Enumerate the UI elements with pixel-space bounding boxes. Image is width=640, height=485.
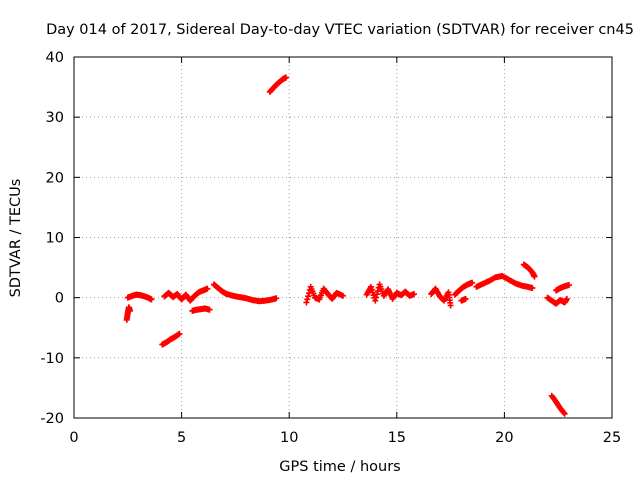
- data-point-marker: [148, 296, 155, 303]
- data-point-marker: [563, 295, 570, 302]
- y-tick-label: -20: [40, 411, 64, 427]
- x-tick-label: 25: [603, 430, 621, 446]
- data-point-marker: [304, 296, 311, 303]
- y-tick-label: 0: [55, 291, 64, 307]
- y-tick-label: -10: [40, 351, 64, 367]
- x-tick-label: 5: [177, 430, 186, 446]
- chart-title: Day 014 of 2017, Sidereal Day-to-day VTE…: [46, 22, 634, 38]
- data-point-marker: [204, 285, 211, 292]
- y-axis-ticks: -20 -10 0 10 20 30 40: [40, 50, 612, 427]
- data-point-marker: [373, 294, 380, 301]
- y-tick-label: 40: [46, 50, 64, 66]
- data-point-marker: [469, 279, 476, 286]
- data-point-marker: [561, 410, 568, 417]
- data-point-marker: [531, 273, 538, 280]
- data-point-marker: [447, 302, 454, 309]
- data-points: [123, 74, 572, 417]
- data-point-marker: [411, 291, 418, 298]
- data-point-marker: [372, 297, 379, 304]
- data-point-marker: [529, 285, 536, 292]
- x-axis-label: GPS time / hours: [279, 459, 400, 475]
- y-tick-label: 10: [46, 231, 64, 247]
- data-point-marker: [565, 282, 572, 289]
- y-axis-label: SDTVAR / TECUs: [8, 179, 24, 298]
- data-point-marker: [305, 293, 312, 300]
- x-axis-ticks: 0 5 10 15 20 25: [69, 57, 621, 446]
- data-point-marker: [340, 292, 346, 299]
- data-point-marker: [560, 409, 567, 416]
- data-point-marker: [206, 306, 213, 313]
- y-tick-label: 30: [46, 110, 64, 126]
- data-point-marker: [282, 74, 289, 81]
- data-point-marker: [374, 291, 381, 298]
- grid-lines: [74, 57, 612, 418]
- data-point-marker: [303, 299, 310, 306]
- y-tick-label: 20: [46, 170, 64, 186]
- x-tick-label: 10: [280, 430, 298, 446]
- data-point-marker: [273, 295, 280, 302]
- data-point-marker: [176, 330, 183, 337]
- x-tick-label: 15: [388, 430, 406, 446]
- data-point-marker: [462, 295, 469, 302]
- x-tick-label: 0: [69, 430, 78, 446]
- data-point-marker: [126, 307, 133, 314]
- x-tick-label: 20: [495, 430, 513, 446]
